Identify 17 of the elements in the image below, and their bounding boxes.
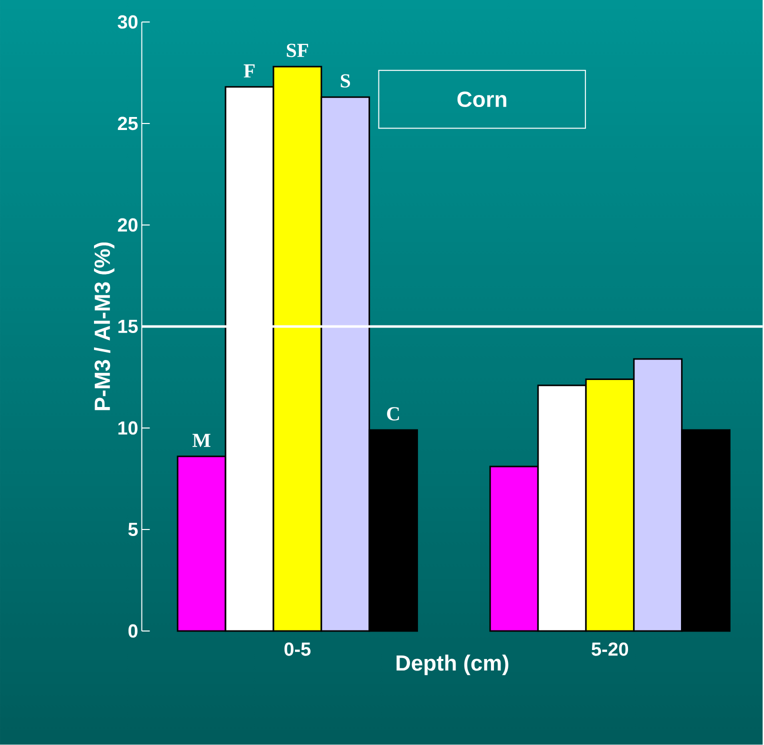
series-label: F: [244, 64, 255, 78]
annotation: Corn: [457, 92, 506, 108]
y-tick-label: 25: [118, 116, 138, 130]
series-label: SF: [286, 44, 308, 58]
y-axis-title: P-M3 / Al-M3 (%): [94, 242, 114, 410]
x-tick-label: 0-5: [284, 642, 311, 656]
y-tick-label: 15: [118, 320, 138, 334]
y-tick-label: 30: [118, 15, 138, 29]
y-tick-label: 10: [118, 421, 138, 435]
series-label: S: [340, 74, 350, 88]
series-label: C: [387, 407, 399, 421]
x-axis-title: Depth (cm): [396, 654, 508, 676]
y-tick-label: 0: [128, 624, 138, 638]
y-tick-label: 5: [128, 522, 138, 536]
y-tick-label: 20: [118, 218, 138, 232]
x-tick-label: 5-20: [592, 642, 628, 656]
series-label: M: [192, 434, 210, 447]
